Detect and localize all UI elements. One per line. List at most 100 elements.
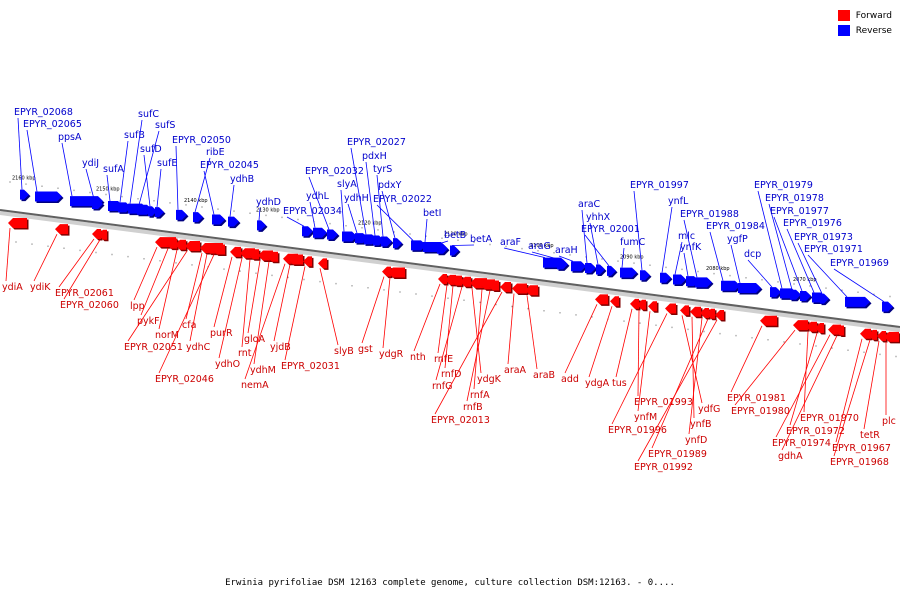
gene-label-ydik: ydiK — [30, 282, 51, 293]
gene-label-ydfg: ydfG — [698, 404, 720, 415]
gene-arrow-tetr — [877, 331, 886, 342]
gene-label-epyr-02022: EPYR_02022 — [373, 194, 432, 205]
gene-arrow-epyr-02022 — [411, 240, 426, 251]
forward-leader — [611, 313, 668, 425]
gene-arrow-ynfm — [648, 301, 657, 312]
gene-arrow-add — [595, 294, 608, 305]
figure-caption: Erwinia pyrifoliae DSM 12163 complete ge… — [225, 578, 675, 588]
gene-label-ydhl: ydhL — [306, 191, 330, 202]
gene-label-epyr-01978: EPYR_01978 — [765, 193, 824, 204]
gene-label-epyr-01984: EPYR_01984 — [706, 221, 765, 232]
genome-backbone — [0, 209, 900, 332]
forward-leader — [681, 315, 703, 404]
gene-label-epyr-01971: EPYR_01971 — [804, 244, 863, 255]
reverse-leader — [106, 174, 111, 202]
gene-arrow-purr — [230, 246, 241, 257]
gene-label-ribe: ribE — [206, 147, 225, 158]
reverse-leader — [451, 244, 475, 246]
gene-arrow-epyr-02050 — [176, 209, 187, 220]
gene-label-ydhh: ydhH — [344, 193, 369, 204]
gene-label-epyr-01976: EPYR_01976 — [783, 218, 842, 229]
gene-label-araa: araA — [504, 365, 527, 376]
gene-arrow-epyr-01997 — [640, 270, 650, 281]
forward-leader — [435, 286, 463, 381]
forward-leader — [382, 277, 391, 349]
gene-label-ydga: ydgA — [585, 378, 610, 389]
gene-label-epyr-02032: EPYR_02032 — [305, 166, 364, 177]
gene-arrow-ydhm — [267, 251, 278, 262]
forward-leader — [413, 283, 441, 352]
gene-arrow-rnfb — [488, 280, 499, 291]
scale-label: 2080 kbp — [706, 266, 730, 272]
gene-arrow-ydga — [610, 296, 619, 307]
gene-label-mlc: mlc — [678, 231, 695, 242]
reverse-leader — [347, 203, 358, 234]
reverse-leader — [621, 247, 625, 268]
forward-leader — [615, 308, 633, 378]
gene-arrow-rnt — [248, 249, 259, 260]
gene-arrow-slyb — [318, 258, 327, 269]
reverse-leader — [119, 140, 129, 203]
reverse-leader — [308, 176, 330, 230]
gene-arrow-fumc — [620, 267, 637, 278]
scale-label: 2090 kbp — [620, 255, 644, 261]
forward-leader — [133, 246, 158, 301]
gene-label-epyr-01993: EPYR_01993 — [634, 397, 693, 408]
gene-arrow-ynfd — [700, 308, 709, 318]
gene-arrow-epyr-02034 — [302, 226, 313, 237]
forward-leader — [507, 293, 515, 365]
gene-arrow-ynfl — [660, 272, 671, 283]
legend-reverse: Reverse — [837, 23, 892, 38]
gene-label-norm: norM — [155, 330, 179, 341]
gene-label-gdha: gdhA — [778, 451, 803, 462]
gene-label-beta: betA — [470, 234, 493, 245]
forward-leader — [5, 228, 11, 282]
gene-arrow-epyr-02065 — [35, 191, 62, 202]
forward-leader — [789, 332, 818, 426]
forward-leader — [218, 258, 243, 359]
gene-label-ppsa: ppsA — [58, 132, 82, 143]
gene-label-sufa: sufA — [103, 164, 124, 175]
gene-label-sufd: sufD — [140, 144, 162, 155]
gene-label-cfa: cfa — [182, 320, 196, 331]
gene-arrow-epyr-01968 — [868, 329, 877, 340]
gene-arrow-ydhd — [257, 220, 266, 231]
gene-label-epyr-02027: EPYR_02027 — [347, 137, 406, 148]
gene-label-gst: gst — [358, 344, 373, 355]
gene-arrow-epyr-01981 — [760, 315, 777, 326]
gene-label-arab: araB — [533, 370, 555, 381]
gene-label-epyr-01970: EPYR_01970 — [800, 413, 859, 424]
reverse-leader — [683, 219, 698, 278]
gene-label-epyr-01996: EPYR_01996 — [608, 425, 667, 436]
reverse-leader — [581, 209, 588, 264]
backbone-line — [0, 209, 900, 328]
gene-label-epyr-01968: EPYR_01968 — [830, 457, 889, 468]
gene-arrow-ygfp — [738, 282, 761, 293]
gene-arrow-dcp — [770, 287, 781, 298]
gene-label-epyr-01997: EPYR_01997 — [630, 180, 689, 191]
forward-leader — [185, 252, 203, 320]
gene-arrow-epyr-01993 — [637, 299, 646, 310]
reverse-leader — [376, 174, 384, 237]
gene-label-sufc: sufC — [138, 109, 159, 120]
gene-arrow-ydia — [8, 218, 27, 229]
gene-arrow-epyr-01967 — [860, 328, 871, 339]
reverse-leader — [203, 170, 215, 215]
gene-label-ynfd: ynfD — [685, 435, 707, 446]
gene-label-betb: betB — [444, 230, 466, 241]
gene-label-slya: slyA — [337, 179, 357, 190]
forward-leader — [688, 317, 703, 435]
gene-label-epyr-01974: EPYR_01974 — [772, 438, 831, 449]
forward-leader — [244, 263, 286, 380]
gene-label-epyr-01973: EPYR_01973 — [794, 232, 853, 243]
gene-label-epyr-01980: EPYR_01980 — [731, 406, 790, 417]
reverse-leader — [807, 254, 848, 298]
forward-leader — [833, 339, 871, 457]
gene-arrow-tyrs — [381, 236, 392, 247]
reverse-leader — [156, 168, 162, 208]
gene-label-gloa: gloA — [244, 334, 265, 345]
forward-leader — [526, 295, 538, 370]
gene-arrow-ribe — [193, 212, 203, 223]
gene-arrow-pdxy — [393, 238, 402, 249]
forward-leader — [58, 238, 95, 288]
